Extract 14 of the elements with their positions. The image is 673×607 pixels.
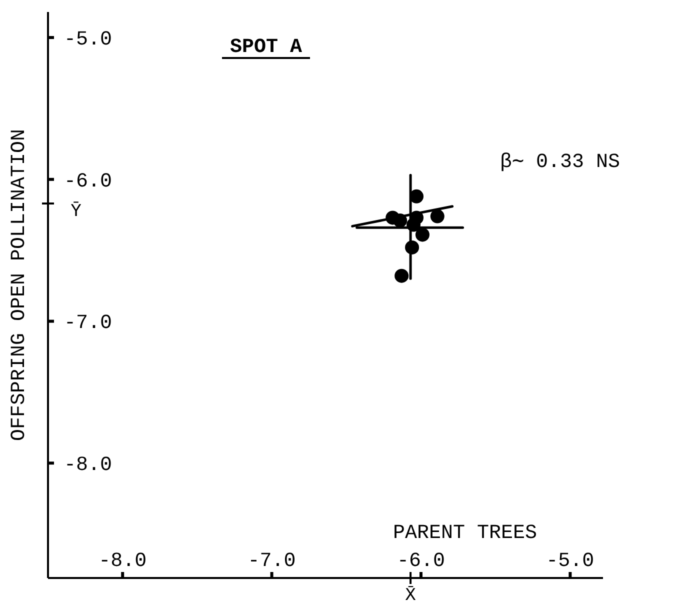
- y-tick-label: -6.0: [64, 170, 112, 194]
- x-tick-label: -5.0: [546, 550, 594, 573]
- x-tick-label: -7.0: [248, 550, 296, 573]
- text: SPOT A: [230, 36, 302, 59]
- ref-line-label: X̄: [405, 586, 416, 606]
- x-tick-label: -8.0: [98, 550, 147, 573]
- y-tick-label: -5.0: [64, 28, 112, 52]
- x-tick-label: -6.0: [396, 550, 445, 573]
- y-tick-label: -7.0: [64, 312, 112, 336]
- x-axis-title: PARENT TREES: [392, 522, 538, 545]
- annotation: β∼ 0.33 NS: [500, 151, 620, 174]
- y-tick-label: -8.0: [64, 454, 112, 478]
- ref-line-label: Ȳ: [70, 201, 82, 222]
- y-axis-title: OFFSPRING OPEN POLLINATION: [8, 128, 31, 442]
